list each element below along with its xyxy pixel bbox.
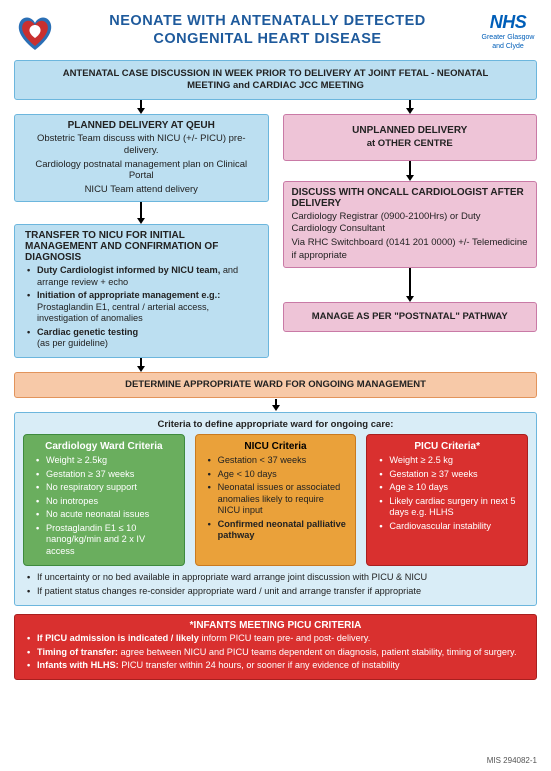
footer-code: MIS 294082-1 bbox=[487, 756, 537, 765]
arrow-down-icon bbox=[14, 358, 269, 372]
crit-item: No acute neonatal issues bbox=[36, 509, 176, 521]
planned-l2: Cardiology postnatal management plan on … bbox=[23, 159, 260, 183]
arrow-row-3 bbox=[14, 358, 537, 372]
crit-item: No inotropes bbox=[36, 496, 176, 508]
arrow-down-icon bbox=[283, 100, 538, 114]
unplanned-sub: at OTHER CENTRE bbox=[292, 138, 529, 150]
antenatal-text: ANTENATAL CASE DISCUSSION IN WEEK PRIOR … bbox=[23, 66, 528, 94]
cardiology-crit-list: Weight ≥ 2.5kg Gestation ≥ 37 weeks No r… bbox=[32, 455, 176, 557]
discuss-l2: Via RHC Switchboard (0141 201 0000) +/- … bbox=[292, 237, 529, 262]
crit-item: Gestation ≥ 37 weeks bbox=[36, 469, 176, 481]
picu-box-item: Infants with HLHS: PICU transfer within … bbox=[27, 660, 528, 672]
criteria-row: Cardiology Ward Criteria Weight ≥ 2.5kg … bbox=[23, 434, 528, 566]
header: NEONATE WITH ANTENATALLY DETECTED CONGEN… bbox=[14, 12, 537, 54]
unplanned-delivery-box: UNPLANNED DELIVERY at OTHER CENTRE bbox=[283, 114, 538, 161]
crit-item: Prostaglandin E1 ≤ 10 nanog/kg/min and 2… bbox=[36, 523, 176, 558]
determine-ward-text: DETERMINE APPROPRIATE WARD FOR ONGOING M… bbox=[21, 379, 530, 391]
planned-delivery-box: PLANNED DELIVERY AT QEUH Obstetric Team … bbox=[14, 114, 269, 202]
crit-item: No respiratory support bbox=[36, 482, 176, 494]
nhs-logo-text: NHS bbox=[479, 12, 537, 33]
crit-item: Age < 10 days bbox=[208, 469, 348, 481]
criteria-notes: If uncertainty or no bed available in ap… bbox=[23, 572, 528, 597]
picu-crit-title: PICU Criteria* bbox=[375, 441, 519, 452]
picu-box-item: Timing of transfer: agree between NICU a… bbox=[27, 647, 528, 659]
crit-item: Gestation ≥ 37 weeks bbox=[379, 469, 519, 481]
crit-item: Confirmed neonatal palliative pathway bbox=[208, 519, 348, 542]
nicu-crit-list: Gestation < 37 weeks Age < 10 days Neona… bbox=[204, 455, 348, 542]
planned-l3: NICU Team attend delivery bbox=[23, 184, 260, 196]
manage-postnatal-box: MANAGE AS PER "POSTNATAL" PATHWAY bbox=[283, 302, 538, 332]
picu-box-list: If PICU admission is indicated / likely … bbox=[23, 633, 528, 672]
arrow-down-icon bbox=[14, 100, 269, 114]
crit-item: Gestation < 37 weeks bbox=[208, 455, 348, 467]
discuss-title: DISCUSS WITH ONCALL CARDIOLOGIST AFTER D… bbox=[292, 187, 529, 209]
planned-l1: Obstetric Team discuss with NICU (+/- PI… bbox=[23, 133, 260, 157]
page-title: NEONATE WITH ANTENATALLY DETECTED CONGEN… bbox=[56, 12, 479, 48]
arrow-down-icon bbox=[14, 398, 537, 412]
antenatal-box: ANTENATAL CASE DISCUSSION IN WEEK PRIOR … bbox=[14, 60, 537, 100]
picu-crit-list: Weight ≥ 2.5 kg Gestation ≥ 37 weeks Age… bbox=[375, 455, 519, 532]
delivery-row: PLANNED DELIVERY AT QEUH Obstetric Team … bbox=[14, 114, 537, 358]
picu-box-item: If PICU admission is indicated / likely … bbox=[27, 633, 528, 645]
arrow-row-1 bbox=[14, 100, 537, 114]
crit-item: Cardiovascular instability bbox=[379, 521, 519, 533]
transfer-title: TRANSFER TO NICU FOR INITIAL MANAGEMENT … bbox=[23, 230, 260, 263]
nicu-crit-title: NICU Criteria bbox=[204, 441, 348, 452]
transfer-list: Duty Cardiologist informed by NICU team,… bbox=[23, 265, 260, 350]
criteria-wrapper: Criteria to define appropriate ward for … bbox=[14, 412, 537, 607]
determine-ward-box: DETERMINE APPROPRIATE WARD FOR ONGOING M… bbox=[14, 372, 537, 398]
unplanned-title: UNPLANNED DELIVERY bbox=[292, 125, 529, 136]
cardiology-crit-title: Cardiology Ward Criteria bbox=[32, 441, 176, 452]
discuss-l1: Cardiology Registrar (0900-2100Hrs) or D… bbox=[292, 211, 529, 236]
title-line-1: NEONATE WITH ANTENATALLY DETECTED bbox=[60, 12, 475, 30]
arrow-down-icon bbox=[283, 161, 538, 181]
cardiology-criteria-box: Cardiology Ward Criteria Weight ≥ 2.5kg … bbox=[23, 434, 185, 566]
transfer-item: Duty Cardiologist informed by NICU team,… bbox=[27, 265, 260, 288]
planned-title: PLANNED DELIVERY AT QEUH bbox=[23, 120, 260, 131]
picu-box-title: *INFANTS MEETING PICU CRITERIA bbox=[23, 620, 528, 631]
transfer-item: Cardiac genetic testing (as per guidelin… bbox=[27, 327, 260, 350]
picu-criteria-box: PICU Criteria* Weight ≥ 2.5 kg Gestation… bbox=[366, 434, 528, 566]
arrow-down-icon bbox=[283, 268, 538, 302]
criteria-header: Criteria to define appropriate ward for … bbox=[23, 419, 528, 431]
heart-logo-icon bbox=[14, 12, 56, 54]
criteria-note: If uncertainty or no bed available in ap… bbox=[27, 572, 528, 584]
nicu-criteria-box: NICU Criteria Gestation < 37 weeks Age <… bbox=[195, 434, 357, 566]
picu-infants-box: *INFANTS MEETING PICU CRITERIA If PICU a… bbox=[14, 614, 537, 680]
arrow-down-icon bbox=[14, 202, 269, 224]
crit-item: Weight ≥ 2.5 kg bbox=[379, 455, 519, 467]
nhs-logo: NHS Greater Glasgow and Clyde bbox=[479, 12, 537, 50]
crit-item: Likely cardiac surgery in next 5 days e.… bbox=[379, 496, 519, 519]
nhs-sub-1: Greater Glasgow bbox=[479, 34, 537, 42]
criteria-note: If patient status changes re-consider ap… bbox=[27, 586, 528, 598]
crit-item: Weight ≥ 2.5kg bbox=[36, 455, 176, 467]
crit-item: Neonatal issues or associated anomalies … bbox=[208, 482, 348, 517]
crit-item: Age ≥ 10 days bbox=[379, 482, 519, 494]
transfer-nicu-box: TRANSFER TO NICU FOR INITIAL MANAGEMENT … bbox=[14, 224, 269, 358]
manage-postnatal-text: MANAGE AS PER "POSTNATAL" PATHWAY bbox=[292, 311, 529, 323]
nhs-sub-2: and Clyde bbox=[479, 43, 537, 51]
transfer-item: Initiation of appropriate management e.g… bbox=[27, 290, 260, 325]
discuss-cardiologist-box: DISCUSS WITH ONCALL CARDIOLOGIST AFTER D… bbox=[283, 181, 538, 268]
title-line-2: CONGENITAL HEART DISEASE bbox=[60, 30, 475, 48]
